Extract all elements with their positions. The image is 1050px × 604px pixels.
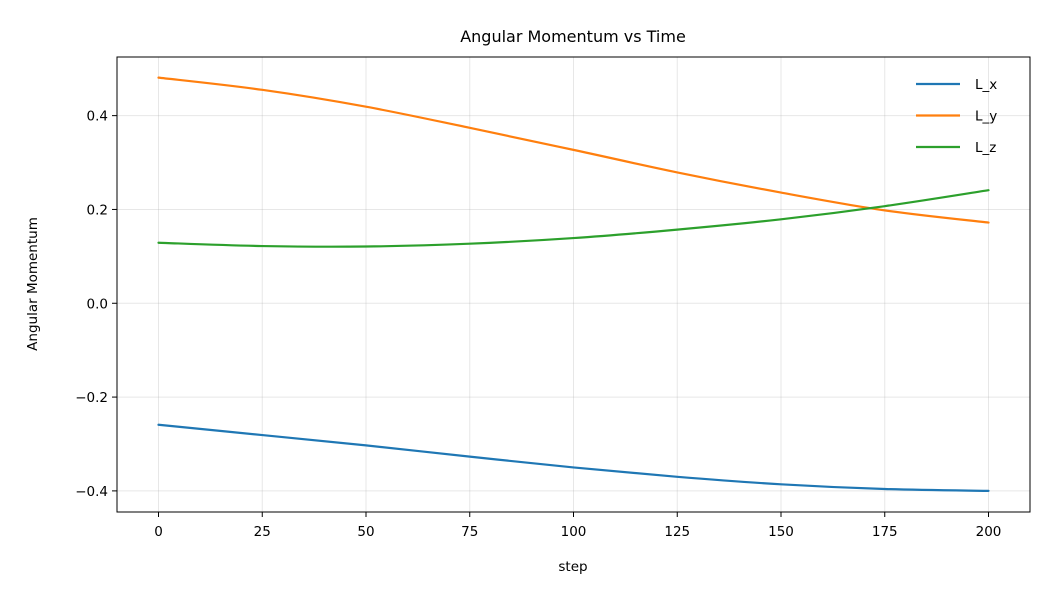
x-axis-ticks: 0 25 50 75 100 125 150 175 200	[154, 512, 1001, 540]
y-tick-label: 0.0	[87, 296, 108, 312]
series-line-l-x	[157, 423, 990, 492]
y-tick-label: −0.2	[75, 390, 108, 406]
x-axis-label: step	[558, 559, 587, 575]
y-axis-label: Angular Momentum	[25, 217, 41, 351]
x-tick-label: 25	[254, 524, 271, 540]
chart-title: Angular Momentum vs Time	[460, 27, 686, 46]
y-tick-label: −0.4	[75, 484, 108, 500]
x-tick-label: 200	[976, 524, 1002, 540]
y-axis-ticks: −0.4 −0.2 0.0 0.2 0.4	[75, 109, 117, 500]
x-tick-label: 50	[357, 524, 374, 540]
series-line-l-z	[157, 189, 990, 248]
legend-label: L_z	[975, 140, 996, 156]
x-tick-label: 100	[561, 524, 587, 540]
legend-label: L_y	[975, 109, 997, 125]
x-tick-label: 125	[664, 524, 690, 540]
series-lines	[157, 76, 990, 492]
series-line-l-y	[157, 76, 990, 224]
legend-label: L_x	[975, 77, 997, 93]
x-tick-label: 150	[768, 524, 794, 540]
y-tick-label: 0.2	[87, 202, 108, 218]
legend: L_x L_y L_z	[916, 77, 997, 156]
x-tick-label: 75	[461, 524, 478, 540]
x-tick-label: 175	[872, 524, 898, 540]
y-tick-label: 0.4	[87, 109, 108, 125]
x-tick-label: 0	[154, 524, 163, 540]
